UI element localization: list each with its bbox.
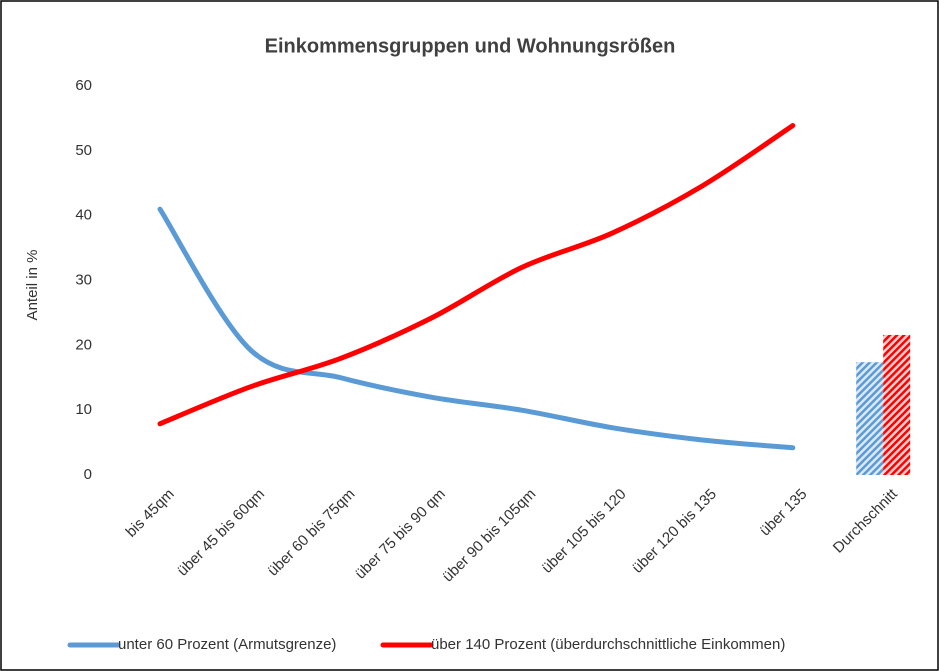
bar: [883, 334, 911, 475]
y-tick-label: 0: [84, 466, 92, 483]
y-tick-label: 20: [75, 336, 92, 353]
y-tick-label: 60: [75, 77, 92, 94]
legend-label: unter 60 Prozent (Armutsgrenze): [118, 636, 336, 653]
y-tick-label: 40: [75, 207, 92, 224]
bar: [856, 362, 884, 475]
line: [157, 123, 796, 427]
y-tick-label: 50: [75, 142, 92, 159]
line: [157, 206, 796, 451]
y-tick-label: 30: [75, 271, 92, 288]
legend-label: über 140 Prozent (überdurchschnittliche …: [431, 636, 785, 653]
y-axis-label: Anteil in %: [24, 250, 41, 321]
chart-title: Einkommensgruppen und Wohnungsrößen: [265, 35, 676, 57]
y-tick-label: 10: [75, 401, 92, 418]
